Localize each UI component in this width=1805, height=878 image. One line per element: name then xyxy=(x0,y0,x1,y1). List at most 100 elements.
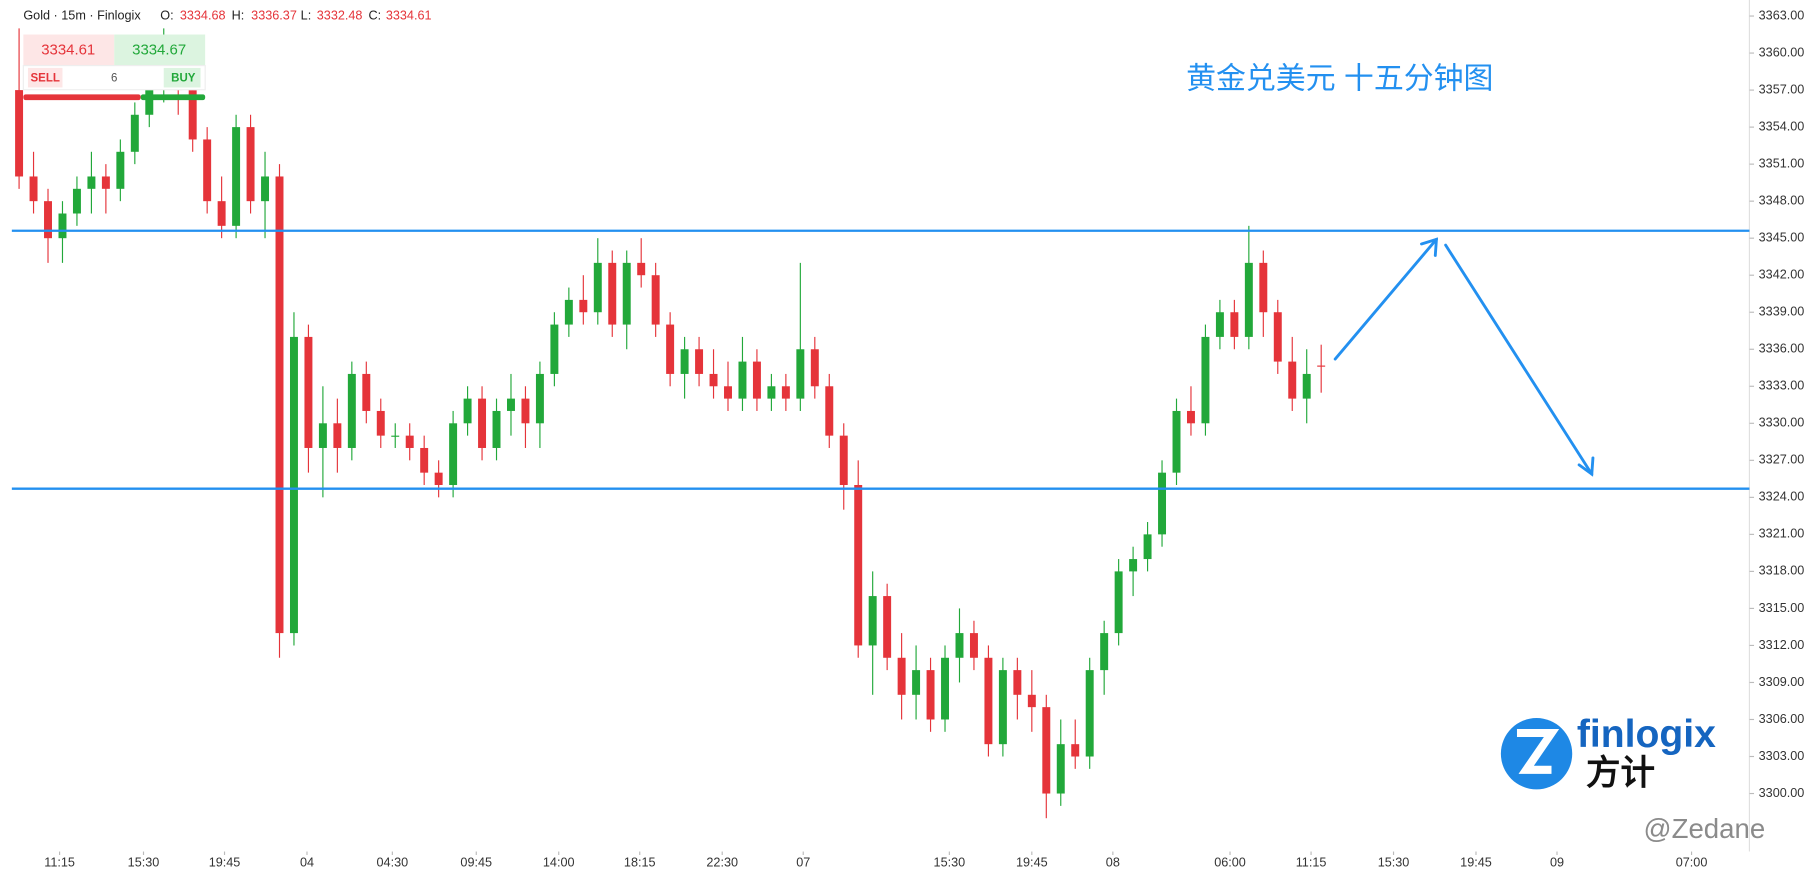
candle-body xyxy=(405,435,414,448)
candle-body xyxy=(1027,694,1036,708)
candle-body xyxy=(507,398,515,411)
y-tick-label: 3321.00 xyxy=(1759,527,1805,541)
x-tick-label: 09:45 xyxy=(460,855,492,869)
ohlc-label: C: xyxy=(369,8,382,22)
x-tick-label: 09 xyxy=(1550,855,1564,869)
buy-ratio-bar xyxy=(140,94,206,101)
candle-body xyxy=(724,386,732,399)
ohlc-value: 3334.61 xyxy=(386,8,432,22)
x-tick-label: 19:45 xyxy=(1460,855,1492,869)
x-tick-label: 19:45 xyxy=(1016,855,1048,869)
candle-body xyxy=(825,386,834,436)
candle-body xyxy=(1085,670,1094,757)
candle-body xyxy=(1302,373,1311,399)
arrow-up xyxy=(1333,237,1438,361)
candle-body xyxy=(1288,361,1297,399)
y-tick-label: 3336.00 xyxy=(1759,342,1805,356)
buy-button[interactable] xyxy=(114,34,206,66)
y-tick-label: 3354.00 xyxy=(1759,119,1805,133)
candle-body xyxy=(347,373,356,448)
ohlc-label: L: xyxy=(301,8,312,22)
x-tick-label: 15:30 xyxy=(934,855,966,869)
candle-body xyxy=(926,670,935,720)
y-tick-label: 3324.00 xyxy=(1759,490,1805,504)
ohlc-value: 3332.48 xyxy=(317,8,363,22)
sell-price: 3334.61 xyxy=(41,42,95,59)
buy-price: 3334.67 xyxy=(132,42,186,59)
candle-body xyxy=(651,275,660,325)
candle-body xyxy=(521,398,530,424)
candle-body xyxy=(58,213,67,239)
candle-body xyxy=(449,423,458,486)
ohlc-label: O: xyxy=(160,8,173,22)
arrows xyxy=(1333,237,1595,477)
logo-text-cn: 方计 xyxy=(1586,755,1655,793)
candle-body xyxy=(998,670,1007,745)
candle-body xyxy=(1215,312,1224,337)
candle-body xyxy=(318,423,327,448)
sell-label: SELL xyxy=(31,72,60,84)
arrow-head xyxy=(1577,456,1595,477)
candle-body xyxy=(1056,744,1065,794)
ohlc-value: 3334.68 xyxy=(180,8,226,22)
candle-body xyxy=(941,657,949,720)
candle-body xyxy=(289,336,298,634)
candle-body xyxy=(1042,707,1051,794)
candle-body xyxy=(203,139,212,202)
arrow-down xyxy=(1444,243,1594,476)
y-tick-label: 3333.00 xyxy=(1759,379,1805,393)
candle-body xyxy=(376,410,385,436)
candle-body xyxy=(1259,262,1268,313)
candle-body xyxy=(232,127,241,226)
y-tick-label: 3357.00 xyxy=(1759,82,1805,96)
candle-body xyxy=(752,361,761,399)
candle-body xyxy=(130,114,139,152)
candle-body xyxy=(391,435,400,437)
candle-body xyxy=(637,262,646,276)
logo-text: finlogix xyxy=(1577,713,1716,756)
y-tick-label: 3315.00 xyxy=(1759,601,1805,615)
x-tick-label: 22:30 xyxy=(706,855,738,869)
candle-body xyxy=(593,262,602,313)
candle-body xyxy=(304,336,313,448)
watermark: @Zedane xyxy=(1644,813,1766,844)
sell-tag xyxy=(27,67,63,88)
x-tick-label: 15:30 xyxy=(128,855,160,869)
plot-area: 3300.00 3303.00 3306.00 3309.00 3312.00 3315.… xyxy=(11,8,1805,869)
y-tick-label: 3348.00 xyxy=(1759,194,1805,208)
candle-body xyxy=(796,349,805,399)
candle-body xyxy=(420,447,429,473)
candle-body xyxy=(564,299,573,325)
x-tick-label: 15:30 xyxy=(1378,855,1410,869)
candle-body xyxy=(362,373,371,411)
candle-body xyxy=(695,349,704,374)
candle-body xyxy=(608,262,617,325)
y-tick-label: 3351.00 xyxy=(1759,156,1805,170)
ohlc-value: 3336.37 xyxy=(251,8,297,22)
candle-body xyxy=(1230,312,1239,337)
x-tick-label: 07 xyxy=(796,855,810,869)
candle-body xyxy=(116,151,125,189)
candle-body xyxy=(1186,410,1195,424)
x-tick-label: 11:15 xyxy=(1296,855,1327,869)
x-tick-label: 08 xyxy=(1106,855,1120,869)
candle-body xyxy=(1129,559,1138,572)
symbol: Gold · 15m · Finlogix xyxy=(23,8,141,22)
sell-button[interactable] xyxy=(23,34,115,66)
y-tick-label: 3360.00 xyxy=(1759,45,1805,59)
x-tick-label: 04 xyxy=(300,855,314,869)
x-tick-label: 11:15 xyxy=(44,855,75,869)
candle-body xyxy=(275,176,284,634)
candle-body xyxy=(1201,336,1210,424)
candle-body xyxy=(1244,262,1253,337)
candle-body xyxy=(810,349,819,387)
y-tick-label: 3330.00 xyxy=(1759,416,1805,430)
y-tick-label: 3327.00 xyxy=(1759,453,1805,467)
x-tick-label: 04:30 xyxy=(377,855,409,869)
candle-body xyxy=(101,176,110,189)
candle-body xyxy=(29,176,38,202)
candle-body xyxy=(767,386,776,399)
candle-body xyxy=(478,398,487,448)
candle-body xyxy=(1158,472,1167,535)
